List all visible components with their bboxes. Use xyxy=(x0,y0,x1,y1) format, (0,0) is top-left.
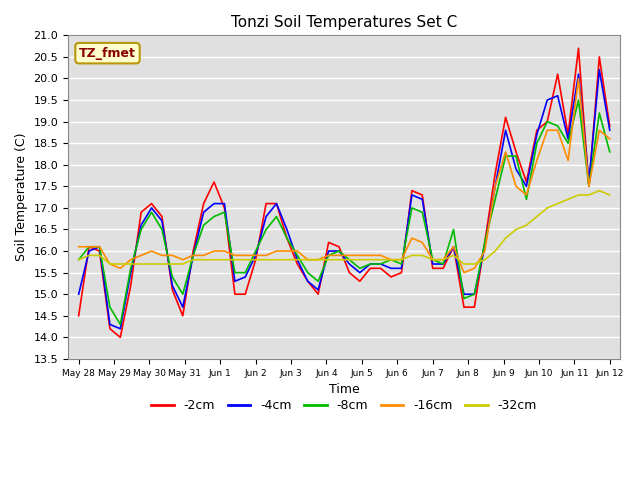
Title: Tonzi Soil Temperatures Set C: Tonzi Soil Temperatures Set C xyxy=(231,15,458,30)
X-axis label: Time: Time xyxy=(329,383,360,396)
Legend: -2cm, -4cm, -8cm, -16cm, -32cm: -2cm, -4cm, -8cm, -16cm, -32cm xyxy=(147,395,542,418)
Text: TZ_fmet: TZ_fmet xyxy=(79,47,136,60)
Y-axis label: Soil Temperature (C): Soil Temperature (C) xyxy=(15,133,28,262)
